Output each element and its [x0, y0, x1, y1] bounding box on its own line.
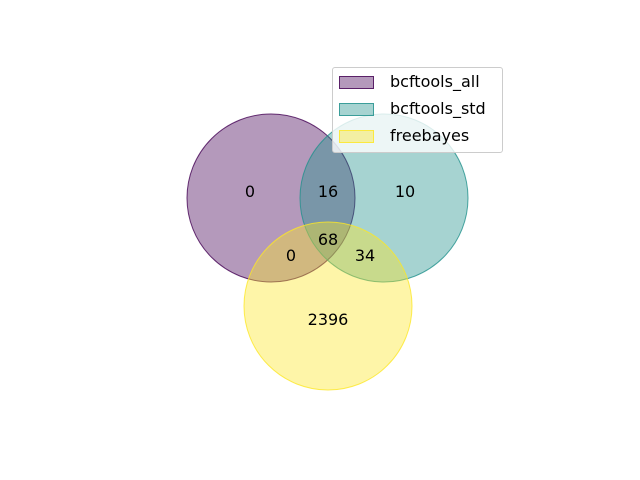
- legend-swatch-freebayes: [339, 129, 374, 143]
- region-count-bcftools-all-and-std: 16: [318, 182, 338, 201]
- region-count-only-bcftools-all: 0: [245, 182, 255, 201]
- legend-item-bcftools-std: bcftools_std: [339, 99, 486, 119]
- legend-label-bcftools-std: bcftools_std: [390, 99, 486, 118]
- legend-item-bcftools-all: bcftools_all: [339, 72, 480, 92]
- region-count-only-freebayes: 2396: [308, 310, 349, 329]
- legend-swatch-bcftools-all: [339, 75, 374, 89]
- region-count-bcftools-all-and-freebayes: 0: [286, 246, 296, 265]
- set-circle-bcftools-all: [186, 113, 356, 283]
- region-count-all-three: 68: [318, 230, 338, 249]
- legend-item-freebayes: freebayes: [339, 126, 469, 146]
- legend-label-bcftools-all: bcftools_all: [390, 72, 480, 91]
- set-circle-freebayes: [243, 221, 413, 391]
- region-count-bcftools-std-and-freebayes: 34: [355, 246, 375, 265]
- legend-label-freebayes: freebayes: [390, 126, 470, 145]
- region-count-only-bcftools-std: 10: [395, 182, 415, 201]
- legend: bcftools_all bcftools_std freebayes: [332, 67, 503, 153]
- legend-swatch-bcftools-std: [339, 102, 374, 116]
